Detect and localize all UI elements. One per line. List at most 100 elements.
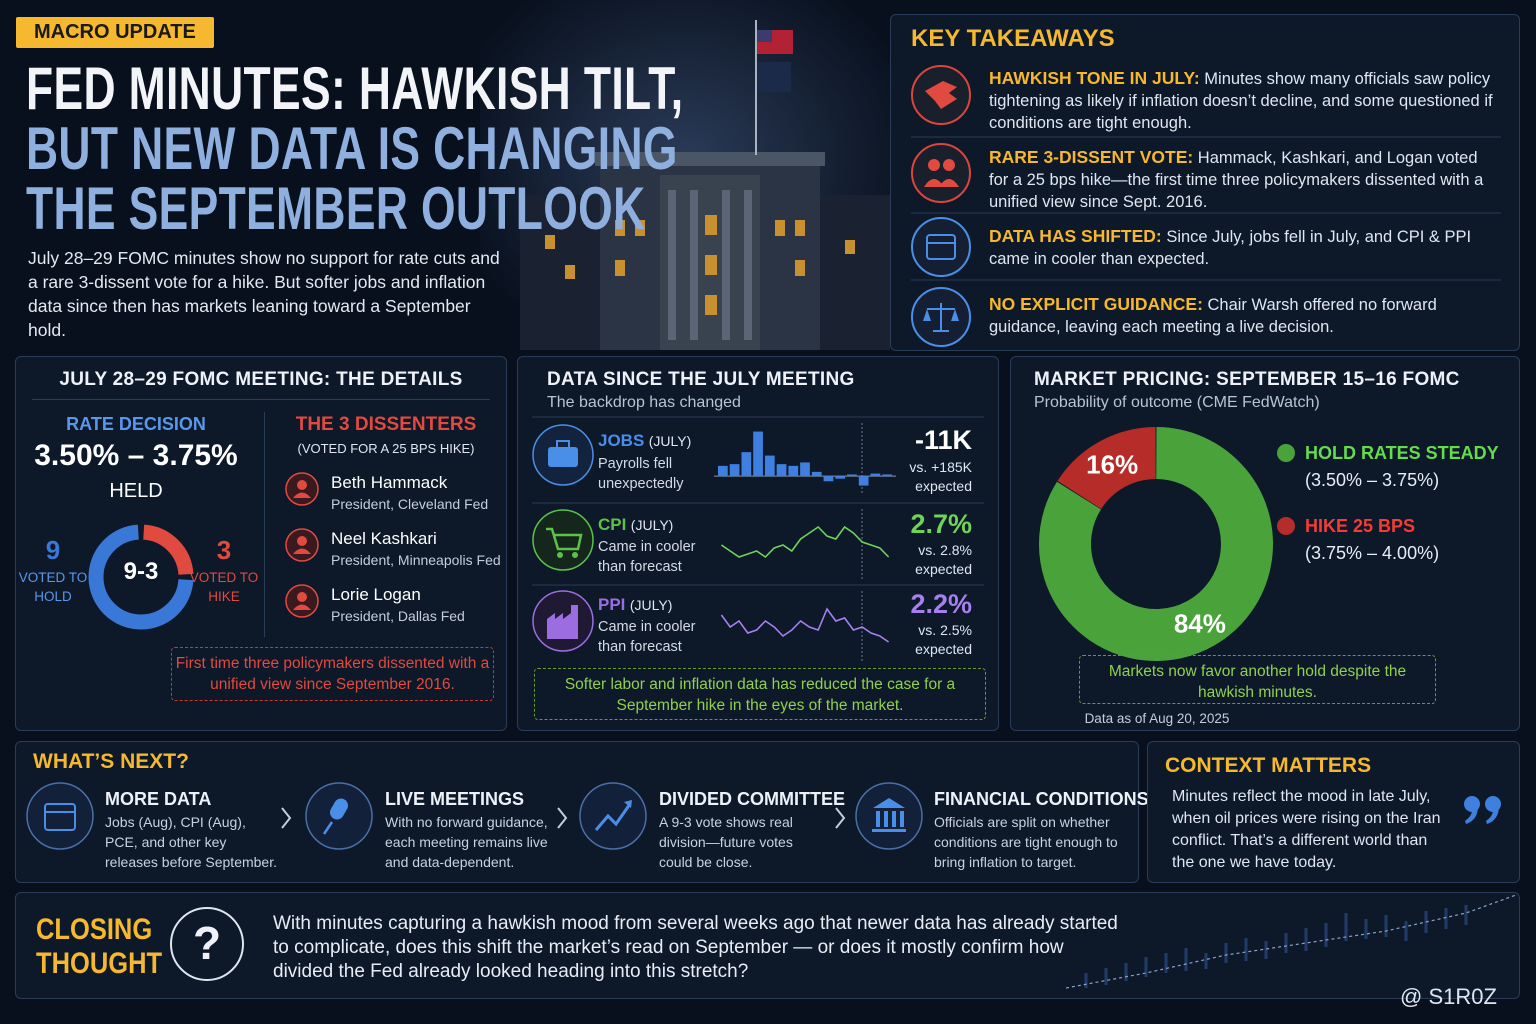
decor (911, 143, 971, 203)
next-text: With no forward guidance, each meeting r… (385, 814, 548, 870)
data-icons (532, 416, 984, 652)
bar (718, 465, 728, 477)
bar (764, 455, 775, 477)
context-text: Minutes reflect the mood in late July, w… (1172, 788, 1441, 871)
decor (876, 811, 880, 827)
row-desc: Came in cooler than forecast (598, 619, 696, 655)
row-desc: Payrolls fell unexpectedly (598, 456, 684, 492)
value-label: 84% (1174, 609, 1226, 639)
context-panel: CONTEXT MATTERS Minutes reflect the mood… (1147, 741, 1520, 883)
footnote: Data as of Aug 20, 2025 (1084, 711, 1230, 726)
row-label: PPI (JULY) (598, 595, 672, 615)
decor (532, 416, 984, 586)
vote-center: 9-3 (123, 558, 159, 585)
next-title: DIVIDED COMMITTEE (659, 789, 846, 809)
hold-votes: 9 (45, 535, 61, 565)
rate: 3.50% – 3.75% (34, 439, 238, 472)
bar (788, 465, 799, 477)
decor (1486, 806, 1499, 824)
bar (800, 462, 810, 477)
row-value: 2.2% (910, 589, 972, 619)
bar (776, 464, 787, 477)
takeaway: HAWKISH TONE IN JULY: Minutes show many … (989, 67, 1494, 134)
decor (624, 800, 632, 808)
takeaways-panel: KEY TAKEAWAYS HAWKISH TONE IN JULY: Minu… (890, 14, 1520, 351)
decor (1066, 894, 1517, 989)
person-role: President, Dallas Fed (331, 608, 465, 624)
decor (281, 807, 292, 829)
bar (858, 476, 869, 486)
closing-title-line: THOUGHT (36, 947, 163, 980)
decor (546, 527, 583, 551)
decor (26, 782, 94, 850)
takeaway: NO EXPLICIT GUIDANCE: Chair Warsh offere… (989, 293, 1494, 338)
decor (943, 159, 955, 171)
row-compare: vs. 2.8% expected (915, 542, 972, 577)
row-desc: Came in cooler than forecast (598, 539, 696, 575)
next-text: Jobs (Aug), CPI (Aug), PCE, and other ke… (105, 814, 277, 870)
decor (547, 605, 578, 639)
panel-title: CONTEXT MATTERS (1165, 754, 1372, 777)
decor (928, 159, 940, 171)
legend-range: (3.50% – 3.75%) (1305, 470, 1440, 490)
period: (JULY) (648, 433, 692, 449)
next-title: MORE DATA (105, 789, 212, 809)
decor (924, 179, 959, 187)
indicator: CPI (598, 515, 627, 534)
takeaway-label: DATA HAS SHIFTED: (989, 226, 1162, 246)
panel-title: JULY 28–29 FOMC MEETING: THE DETAILS (59, 369, 463, 390)
decor (579, 782, 647, 850)
next-panel: WHAT’S NEXT? MORE DATA Jobs (Aug), CPI (… (15, 741, 1149, 883)
panel-title: WHAT’S NEXT? (33, 750, 189, 773)
rate-label: RATE DECISION (66, 414, 206, 434)
market-donut: 84% 16% (1039, 427, 1273, 661)
decor (884, 811, 888, 827)
row-value: -11K (914, 425, 972, 455)
decor (0, 0, 890, 350)
row-value: 2.7% (910, 509, 972, 539)
takeaway-text: Chair Warsh offered no forward guidance,… (989, 296, 1437, 336)
vote-donut (88, 524, 194, 630)
hold-label: VOTED TO HOLD (18, 570, 88, 604)
closing-panel: CLOSING THOUGHT ? With minutes capturing … (15, 892, 1520, 999)
decor (297, 536, 307, 546)
decor (293, 480, 311, 610)
decor (873, 798, 905, 808)
decor (293, 492, 311, 498)
decor (925, 81, 957, 109)
decor (532, 509, 594, 571)
person-icons (285, 472, 319, 618)
takeaway-text: Since July, jobs fell in July, and CPI &… (989, 228, 1472, 268)
cpi-chart (720, 509, 890, 581)
decor (548, 447, 578, 467)
building-illustration (0, 0, 890, 350)
quote-icon (1464, 796, 1501, 824)
decor (293, 548, 311, 554)
bar (835, 476, 846, 479)
donut-slice (1057, 427, 1157, 510)
indicator: PPI (598, 595, 626, 614)
panel-title: DATA SINCE THE JULY MEETING (547, 369, 855, 390)
legend-swatch (1277, 444, 1295, 462)
decor (926, 234, 956, 260)
decor (855, 782, 923, 850)
decor (281, 807, 846, 829)
person-name: Neel Kashkari (331, 529, 437, 548)
decor (911, 217, 971, 277)
bar (823, 476, 834, 482)
title-line: THE SEPTEMBER OUTLOOK (26, 175, 646, 242)
indicator: JOBS (598, 431, 645, 450)
decor (594, 803, 632, 831)
status: HELD (109, 480, 163, 502)
bar (847, 474, 857, 477)
decor (557, 552, 563, 558)
legend-range: (3.75% – 4.00%) (1305, 543, 1440, 563)
takeaway-icons (911, 65, 1501, 347)
person-name: Beth Hammack (331, 473, 448, 492)
badge: MACRO UPDATE (16, 17, 214, 48)
bar (882, 474, 892, 477)
closing-text: With minutes capturing a hawkish mood fr… (273, 913, 1118, 982)
line (720, 525, 890, 559)
decor (911, 136, 1501, 281)
vote-arc (142, 524, 194, 576)
